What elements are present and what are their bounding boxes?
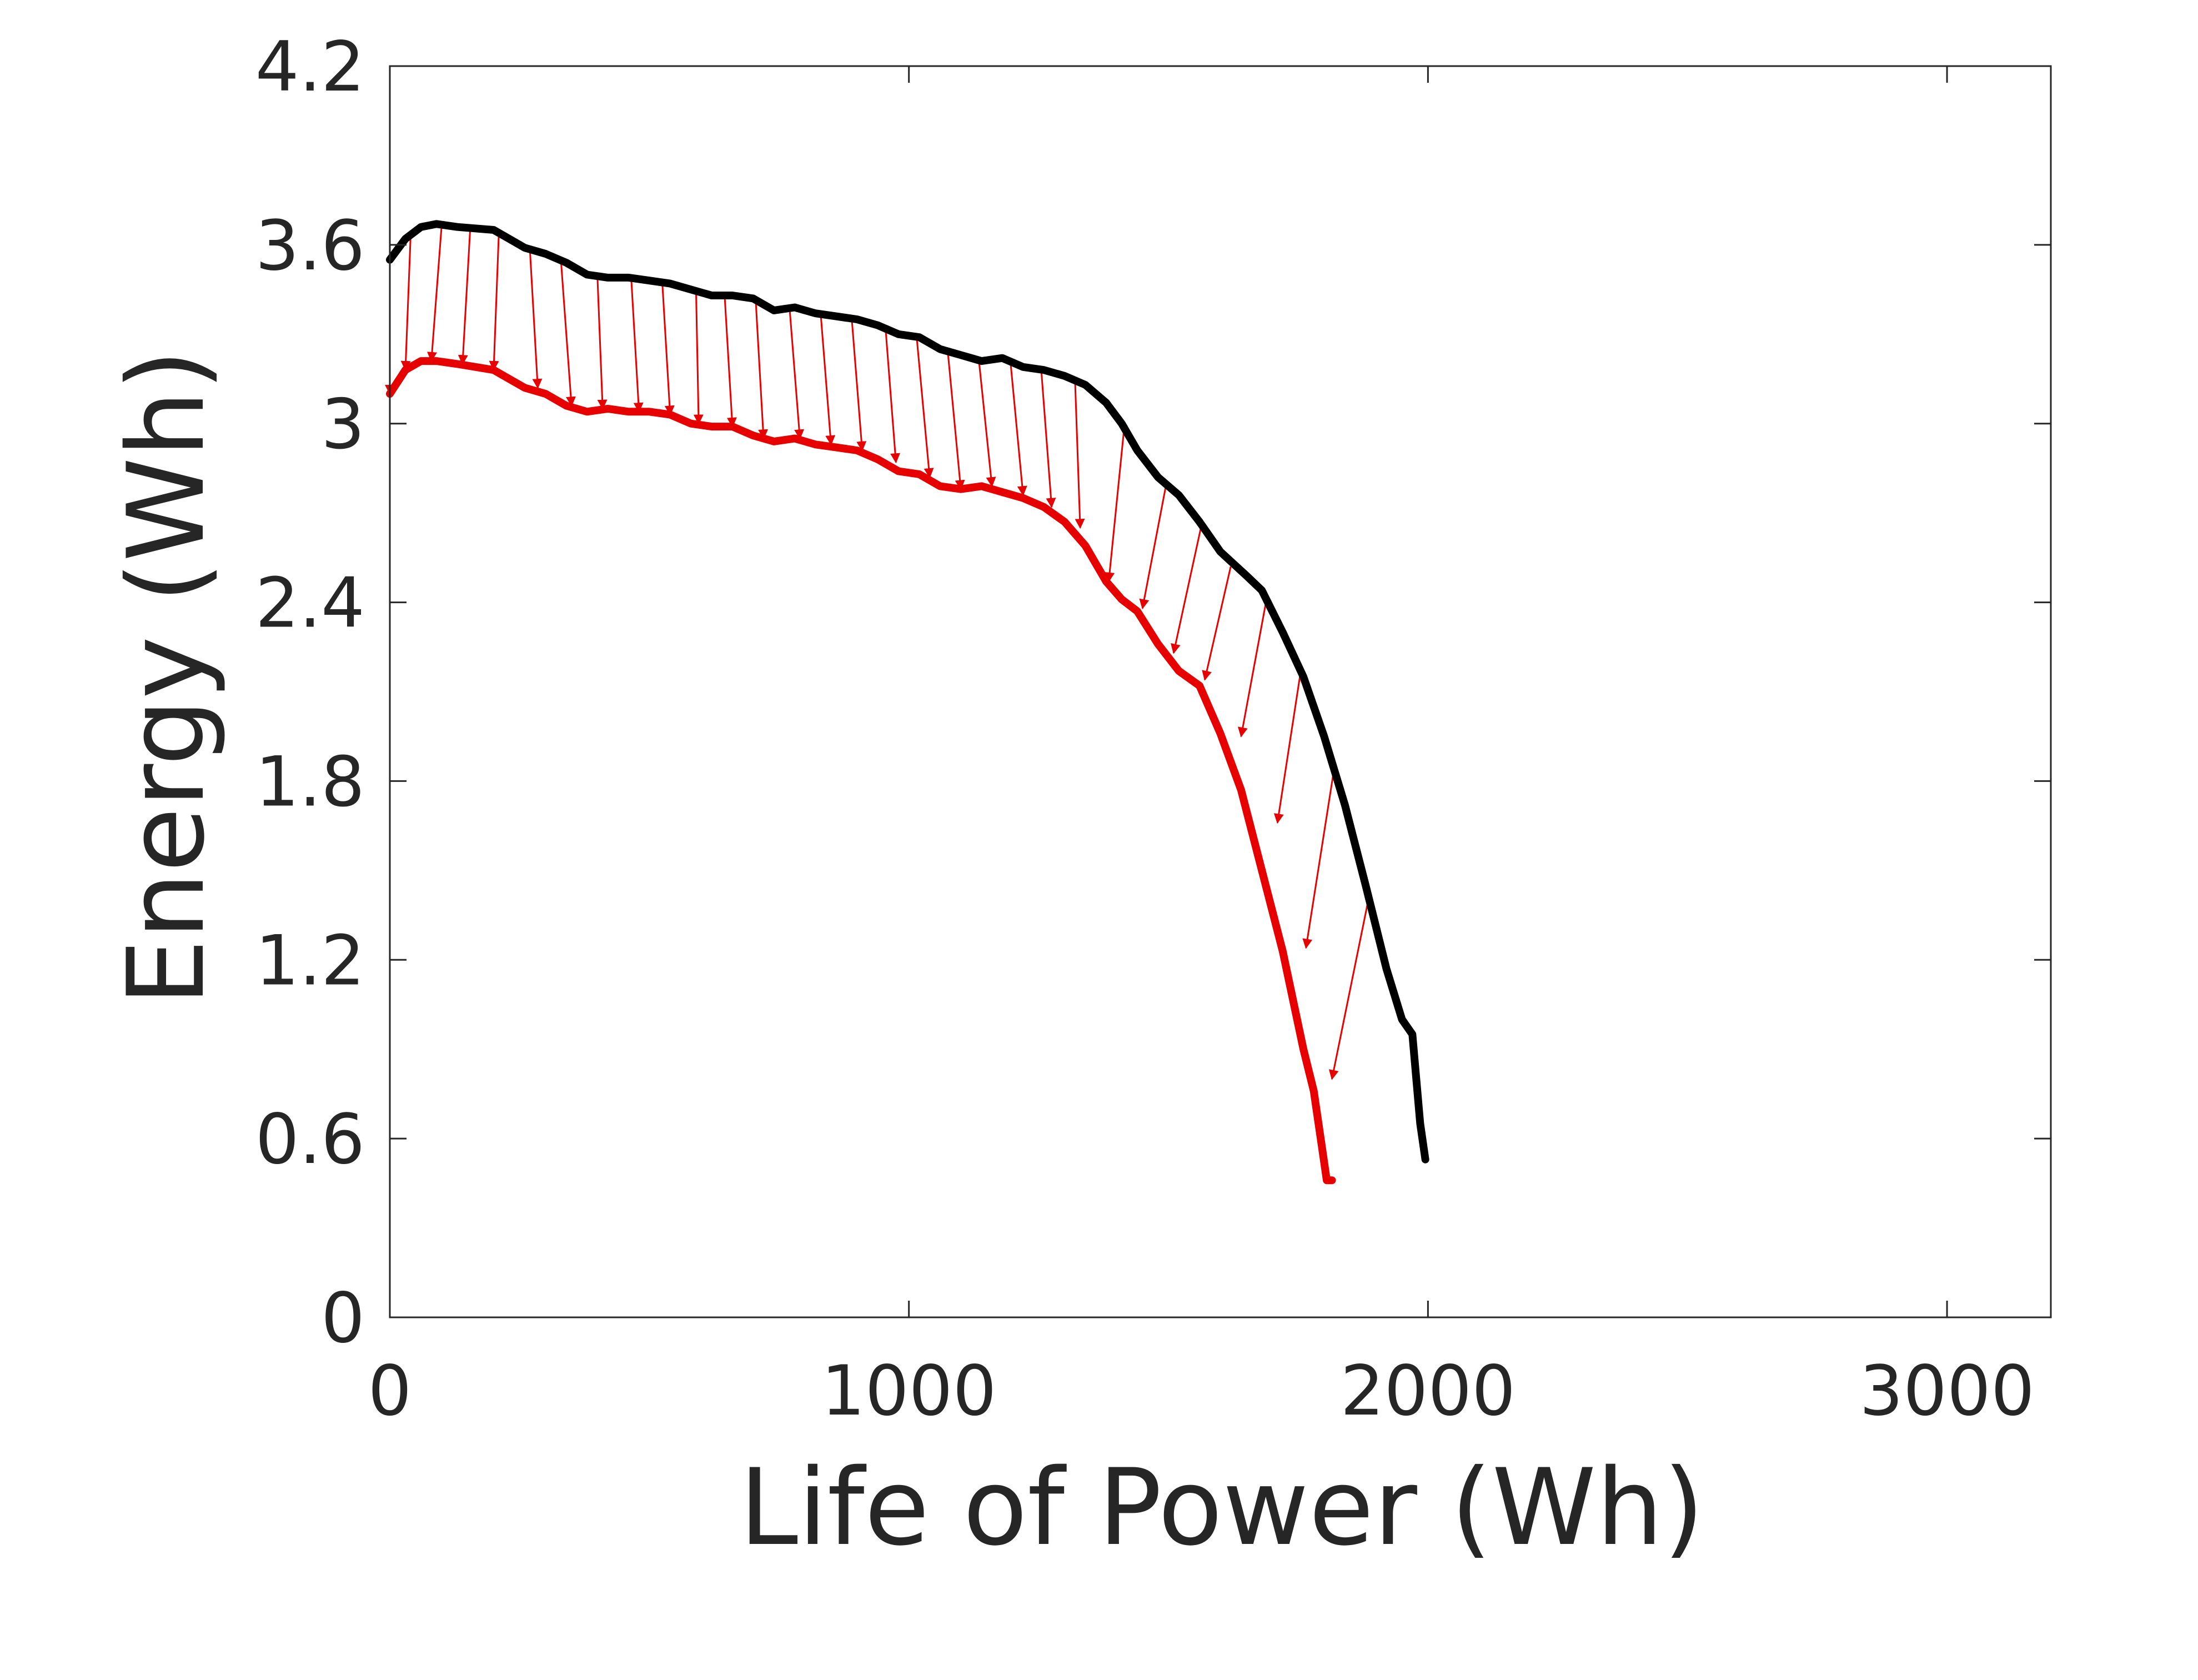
x-tick-label: 0 bbox=[368, 1351, 412, 1431]
displacement-arrow bbox=[1040, 370, 1056, 508]
x-tick-label: 2000 bbox=[1341, 1351, 1516, 1431]
displacement-arrow bbox=[630, 277, 644, 413]
displacement-arrow bbox=[693, 292, 704, 425]
series-line-degraded bbox=[386, 357, 1336, 1185]
displacement-arrow bbox=[1273, 670, 1302, 824]
x-tick-label: 1000 bbox=[821, 1351, 997, 1431]
displacement-arrow bbox=[560, 262, 576, 407]
displacement-arrow bbox=[885, 328, 901, 464]
y-tick-label: 2.4 bbox=[255, 564, 365, 644]
displacement-arrow bbox=[1105, 426, 1126, 583]
axes-box bbox=[389, 65, 2052, 1318]
y-tick-label: 3 bbox=[321, 385, 365, 465]
displacement-arrow bbox=[427, 224, 443, 362]
displacement-arrow bbox=[529, 250, 543, 389]
y-tick-label: 4.2 bbox=[255, 27, 365, 107]
displacement-arrow bbox=[916, 337, 934, 479]
displacement-arrow bbox=[458, 227, 471, 365]
displacement-arrow bbox=[947, 352, 965, 490]
y-tick-label: 0.6 bbox=[255, 1100, 365, 1180]
displacement-arrow bbox=[1009, 358, 1027, 497]
axes bbox=[389, 65, 2052, 1318]
x-axis-label: Life of Power (Wh) bbox=[739, 1446, 1704, 1569]
tick-labels: 0 1000 2000 3000 0 0.6 1.2 1.8 2.4 3 3.6 4.2 bbox=[255, 27, 2035, 1431]
displacement-arrow bbox=[1328, 900, 1369, 1080]
displacement-arrow bbox=[400, 235, 412, 371]
series-line-original bbox=[386, 220, 1429, 1164]
displacement-arrow bbox=[978, 360, 996, 488]
displacement-arrow bbox=[851, 319, 867, 452]
displacement-arrow bbox=[789, 307, 805, 440]
displacement-arrows bbox=[385, 224, 1369, 1080]
displacement-arrow bbox=[724, 295, 737, 428]
displacement-arrow bbox=[489, 233, 500, 371]
y-tick-label: 0 bbox=[321, 1278, 365, 1358]
displacement-arrow bbox=[755, 301, 769, 440]
y-tick-label: 1.2 bbox=[255, 921, 365, 1001]
displacement-arrow bbox=[1202, 566, 1232, 681]
displacement-arrow bbox=[661, 283, 675, 416]
displacement-arrow bbox=[1302, 766, 1336, 949]
displacement-arrow bbox=[1237, 596, 1268, 738]
displacement-arrow bbox=[596, 277, 608, 410]
displacement-arrow bbox=[1171, 521, 1203, 654]
y-axis-label: Energy (Wh) bbox=[105, 349, 228, 1006]
displacement-arrow bbox=[1139, 486, 1167, 610]
displacement-arrow bbox=[820, 313, 836, 446]
x-tick-label: 3000 bbox=[1859, 1351, 2035, 1431]
y-tick-label: 3.6 bbox=[255, 206, 365, 286]
displacement-arrow bbox=[1074, 379, 1085, 529]
y-tick-label: 1.8 bbox=[255, 742, 365, 822]
series-lines bbox=[386, 220, 1429, 1185]
